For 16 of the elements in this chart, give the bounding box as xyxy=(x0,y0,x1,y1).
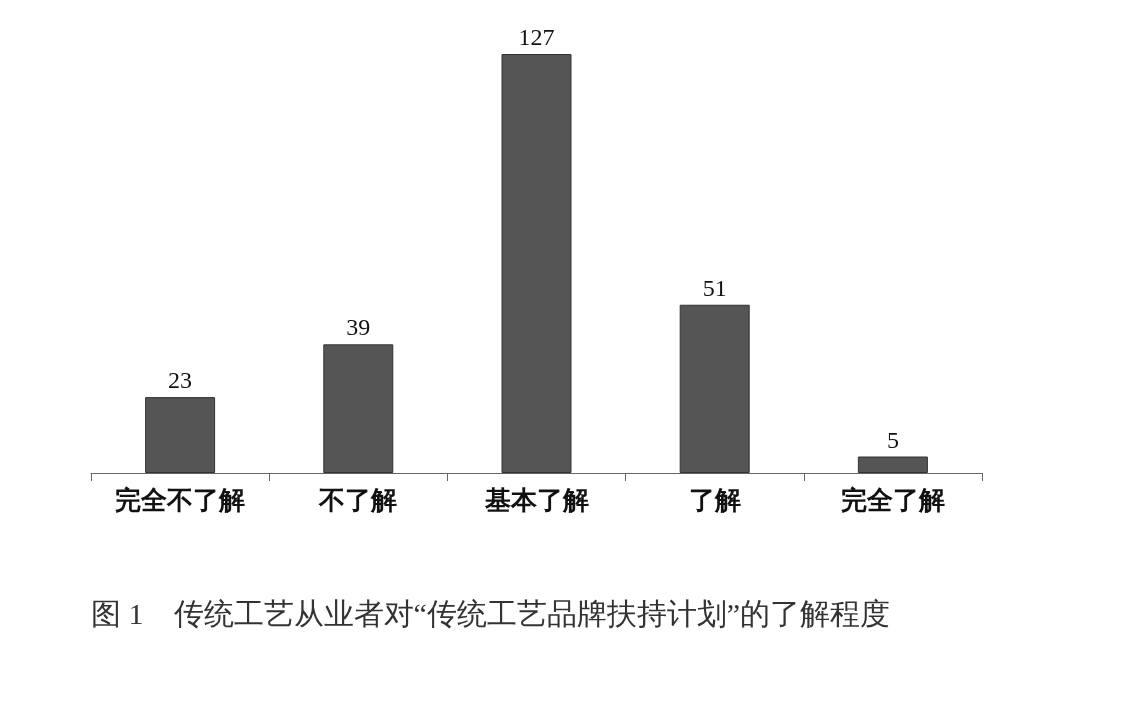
bar xyxy=(323,344,394,473)
text: 图 1 传统工艺从业者对“传统工艺品牌扶持计划”的了解程度 xyxy=(91,596,891,630)
data-label: 127 xyxy=(518,24,555,50)
x-tick-label: 不了解 xyxy=(318,485,398,515)
bar xyxy=(679,304,750,473)
bar xyxy=(857,456,928,473)
data-label: 39 xyxy=(346,314,371,341)
x-tick-label: 了解 xyxy=(688,485,741,515)
x-tick-label: 完全不了解 xyxy=(115,485,246,515)
data-label: 5 xyxy=(886,426,899,453)
data-label: 51 xyxy=(702,274,727,301)
bar xyxy=(501,54,572,473)
data-label: 23 xyxy=(168,367,193,394)
x-tick-label: 完全了解 xyxy=(840,485,945,515)
x-tick-label: 基本了解 xyxy=(483,485,589,515)
bar xyxy=(145,397,216,473)
